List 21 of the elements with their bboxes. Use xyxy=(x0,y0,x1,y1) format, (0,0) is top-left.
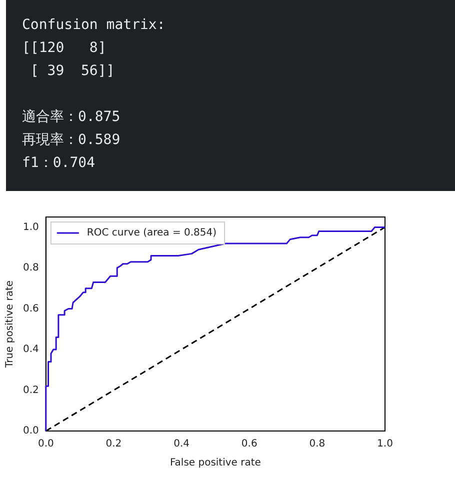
y-tick-label: 0.8 xyxy=(22,262,39,274)
legend-label: ROC curve (area = 0.854) xyxy=(86,228,217,239)
text: [ 39 56]] xyxy=(29,62,116,81)
y-tick-label: 0.4 xyxy=(22,344,39,356)
text: 適合率：0.875 xyxy=(22,108,122,127)
x-tick-label: 0.4 xyxy=(174,438,190,450)
text: 再現率：0.589 xyxy=(22,131,122,150)
x-tick-label: 1.0 xyxy=(377,438,393,450)
x-tick-label: 0.8 xyxy=(309,438,326,450)
x-axis-title: False positive rate xyxy=(170,458,261,469)
x-tick-label: 0.6 xyxy=(241,438,258,450)
x-tick-label: 0.0 xyxy=(38,438,54,450)
x-tick-label: 0.2 xyxy=(106,438,122,450)
y-tick-label: 0.2 xyxy=(22,384,39,396)
y-tick-label: 0.6 xyxy=(22,303,39,314)
y-axis-title: True positive rate xyxy=(4,280,16,369)
text: Confusion matrix: xyxy=(22,16,166,35)
y-tick-label: 1.0 xyxy=(22,222,39,233)
text: f1：0.704 xyxy=(22,154,96,173)
y-tick-label: 0.0 xyxy=(22,426,39,437)
text: [[120 8] xyxy=(22,39,108,58)
